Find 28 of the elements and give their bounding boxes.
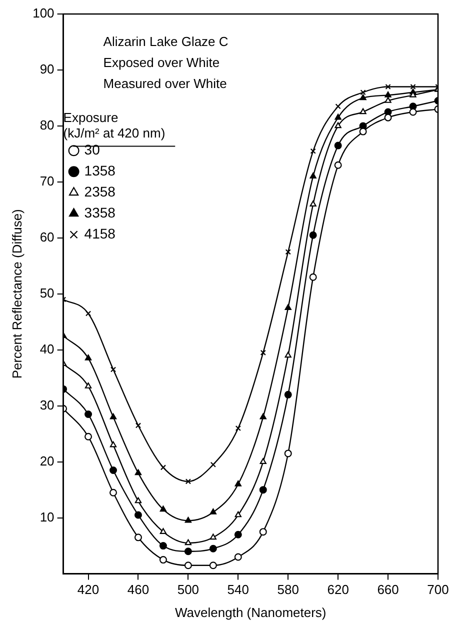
- y-tick-label: 20: [40, 453, 54, 468]
- y-axis-title: Percent Reflectance (Diffuse): [9, 209, 24, 379]
- x-tick-label: 540: [227, 582, 250, 598]
- y-tick-label: 80: [40, 118, 54, 133]
- x-tick-label: 420: [77, 582, 100, 598]
- legend-label: 3358: [84, 204, 116, 220]
- y-tick-label: 30: [40, 397, 54, 412]
- y-tick-label: 100: [32, 6, 54, 21]
- legend-label: 1358: [84, 162, 116, 178]
- y-tick-label: 70: [40, 174, 54, 189]
- annotation: Alizarin Lake Glaze C: [103, 34, 228, 50]
- y-tick-label: 60: [40, 230, 54, 244]
- x-tick-label: 580: [277, 582, 299, 598]
- x-tick-label: 660: [377, 582, 399, 598]
- x-tick-label: 460: [127, 582, 150, 598]
- y-tick-label: 40: [40, 341, 54, 356]
- x-tick-label: 500: [177, 582, 200, 598]
- legend-title: Exposure (kJ/m² at 420 nm): [63, 110, 166, 141]
- annotation: Exposed over White: [103, 55, 220, 70]
- x-tick-label: 700: [427, 582, 449, 598]
- annotation: Measured over White: [103, 76, 227, 92]
- legend-label: 4158: [84, 225, 116, 242]
- x-axis-title: Wavelength (Nanometers): [175, 604, 326, 620]
- y-tick-label: 90: [40, 62, 54, 77]
- y-tick-label: 10: [40, 509, 54, 524]
- x-tick-label: 620: [327, 582, 349, 598]
- y-tick-label: 50: [40, 285, 54, 300]
- legend-label: 2358: [84, 183, 116, 200]
